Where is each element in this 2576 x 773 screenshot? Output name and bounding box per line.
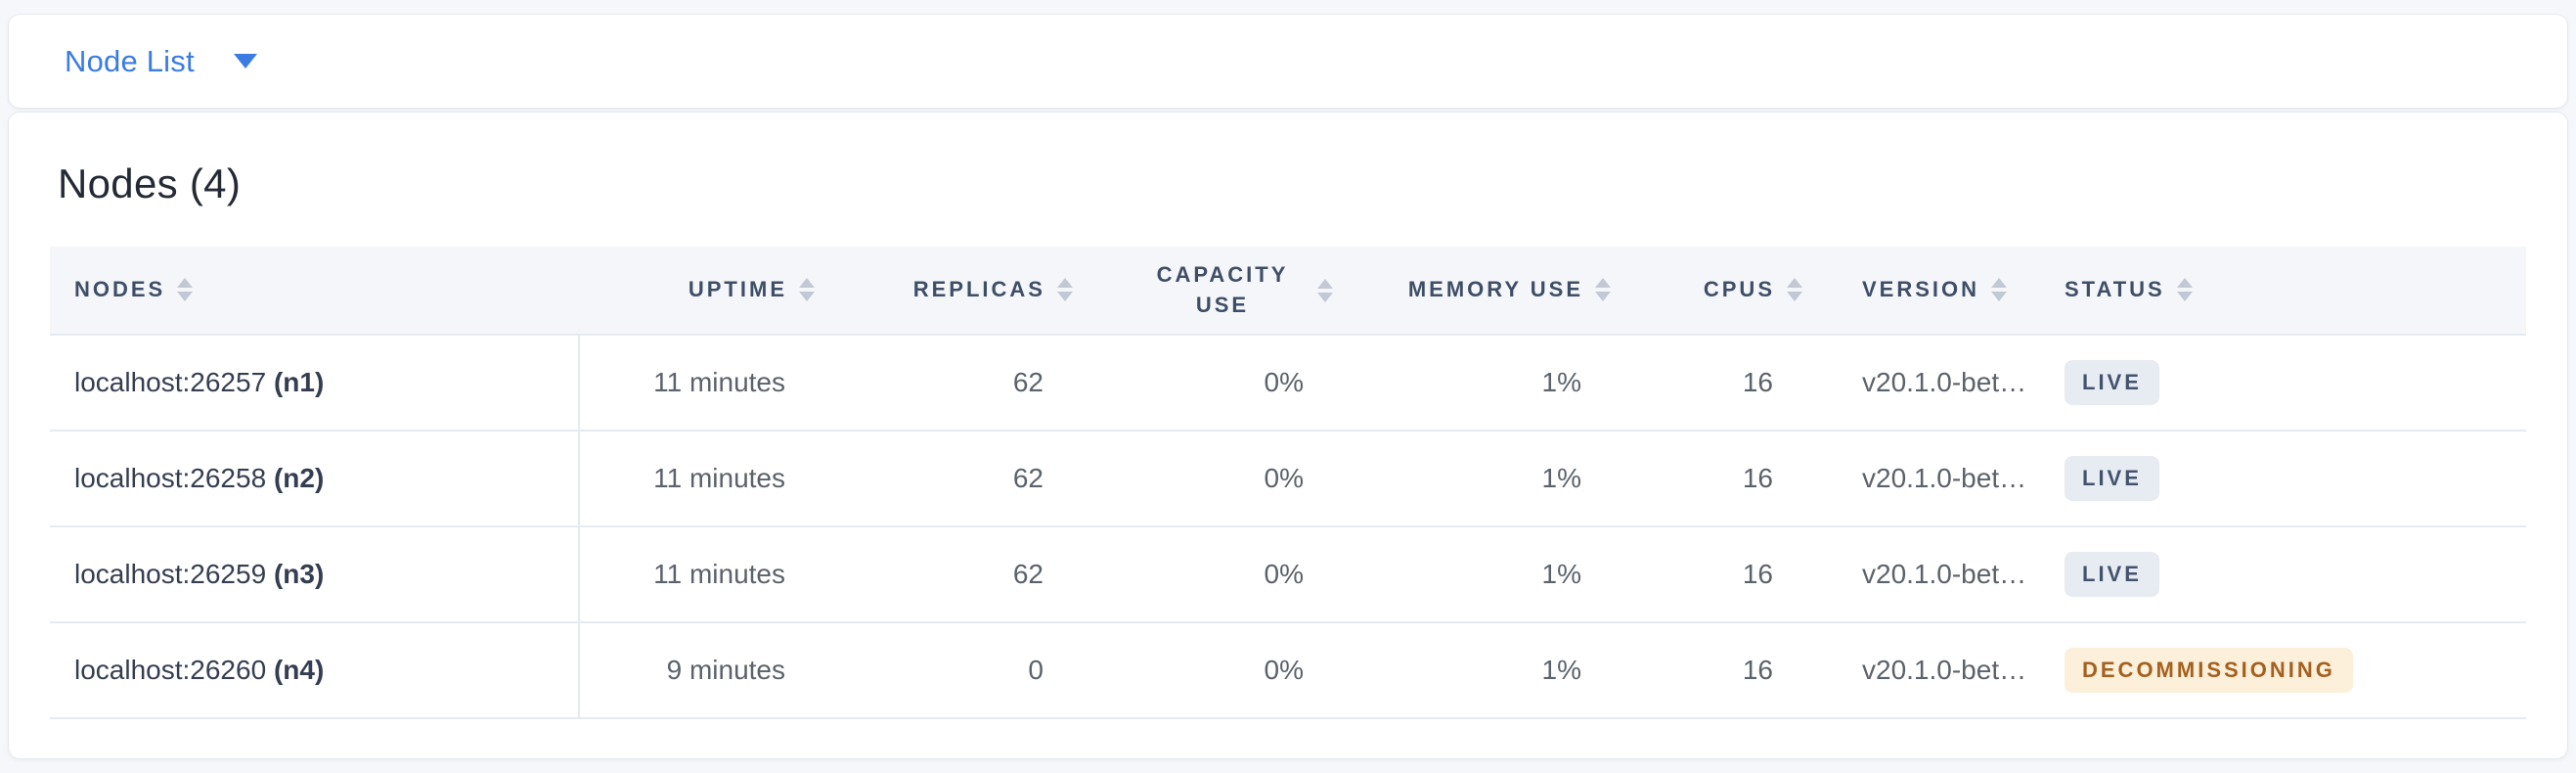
- sort-icon: [177, 278, 194, 302]
- replicas-cell: 62: [1012, 463, 1044, 493]
- column-header-version[interactable]: Version: [1818, 247, 2045, 335]
- memory-use-cell: 1%: [1541, 655, 1581, 685]
- node-address-link[interactable]: localhost:26259: [74, 559, 274, 589]
- node-table: Nodes Uptime Replicas: [50, 247, 2526, 719]
- node-address-link[interactable]: localhost:26257: [74, 367, 274, 397]
- sort-icon: [2176, 278, 2193, 302]
- status-cell: LIVE: [2045, 335, 2526, 431]
- column-header-replicas[interactable]: Replicas: [830, 247, 1088, 335]
- version-cell: v20.1.0-bet…: [1862, 367, 2027, 397]
- sort-icon: [1991, 278, 2008, 302]
- cpus-cell: 16: [1742, 655, 1773, 685]
- cpus-cell: 16: [1742, 463, 1773, 493]
- status-cell: LIVE: [2045, 526, 2526, 622]
- sort-icon: [799, 278, 815, 302]
- column-header-capacity-use[interactable]: Capacity Use: [1088, 247, 1349, 335]
- sort-icon: [1317, 278, 1333, 302]
- status-badge: LIVE: [2065, 455, 2159, 502]
- sort-icon: [1595, 278, 1611, 302]
- cpus-cell: 16: [1742, 367, 1773, 397]
- status-badge: LIVE: [2065, 551, 2159, 598]
- view-selector-dropdown[interactable]: Node List: [65, 44, 257, 79]
- capacity-use-cell: 0%: [1264, 655, 1304, 685]
- view-selector-label: Node List: [65, 43, 195, 78]
- uptime-cell: 11 minutes: [653, 463, 785, 493]
- table-row[interactable]: localhost:26258 (n2) 11 minutes 62 0% 1% 16 v2…: [50, 431, 2526, 526]
- uptime-cell: 11 minutes: [653, 367, 785, 397]
- column-header-nodes[interactable]: Nodes: [50, 247, 579, 335]
- version-cell: v20.1.0-bet…: [1862, 463, 2027, 493]
- table-row[interactable]: localhost:26257 (n1) 11 minutes 62 0% 1% 16 v2…: [50, 335, 2526, 431]
- table-row[interactable]: localhost:26259 (n3) 11 minutes 62 0% 1% 16 v2…: [50, 526, 2526, 622]
- memory-use-cell: 1%: [1541, 559, 1581, 589]
- page-title: Nodes (4): [58, 160, 242, 206]
- replicas-cell: 0: [1028, 655, 1044, 685]
- node-id: (n1): [273, 367, 325, 397]
- node-cell: localhost:26260 (n4): [50, 622, 580, 718]
- cpus-cell: 16: [1742, 559, 1773, 589]
- node-address-link[interactable]: localhost:26260: [74, 655, 274, 685]
- column-header-uptime[interactable]: Uptime: [579, 247, 830, 335]
- view-selector-card: Node List: [8, 14, 2568, 109]
- status-cell: LIVE: [2045, 431, 2526, 526]
- replicas-cell: 62: [1012, 367, 1044, 397]
- table-row[interactable]: localhost:26260 (n4) 9 minutes 0 0% 1% 16 v20.…: [50, 622, 2526, 718]
- table-header-row: Nodes Uptime Replicas: [50, 247, 2526, 335]
- node-id: (n2): [273, 463, 325, 493]
- status-badge: LIVE: [2065, 359, 2159, 406]
- memory-use-cell: 1%: [1541, 367, 1581, 397]
- memory-use-cell: 1%: [1541, 463, 1581, 493]
- uptime-cell: 11 minutes: [653, 559, 785, 589]
- status-badge: DECOMMISSIONING: [2065, 647, 2353, 694]
- node-address-link[interactable]: localhost:26258: [74, 463, 274, 493]
- node-cell: localhost:26258 (n2): [50, 431, 580, 526]
- nodes-card: Nodes (4) Nodes Uptime: [8, 112, 2568, 759]
- column-header-status[interactable]: Status: [2045, 247, 2526, 335]
- status-cell: DECOMMISSIONING: [2045, 622, 2526, 718]
- chevron-down-icon: [233, 54, 257, 68]
- version-cell: v20.1.0-bet…: [1862, 655, 2027, 685]
- uptime-cell: 9 minutes: [666, 655, 785, 685]
- sort-icon: [1787, 278, 1802, 302]
- replicas-cell: 62: [1012, 559, 1044, 589]
- node-id: (n4): [273, 655, 325, 685]
- version-cell: v20.1.0-bet…: [1862, 559, 2027, 589]
- column-header-memory-use[interactable]: Memory Use: [1349, 247, 1626, 335]
- node-cell: localhost:26257 (n1): [50, 335, 580, 431]
- capacity-use-cell: 0%: [1264, 559, 1304, 589]
- capacity-use-cell: 0%: [1264, 367, 1304, 397]
- node-id: (n3): [273, 559, 325, 589]
- node-cell: localhost:26259 (n3): [50, 526, 580, 622]
- sort-icon: [1057, 278, 1073, 302]
- column-header-cpus[interactable]: CPUs: [1626, 247, 1818, 335]
- capacity-use-cell: 0%: [1264, 463, 1304, 493]
